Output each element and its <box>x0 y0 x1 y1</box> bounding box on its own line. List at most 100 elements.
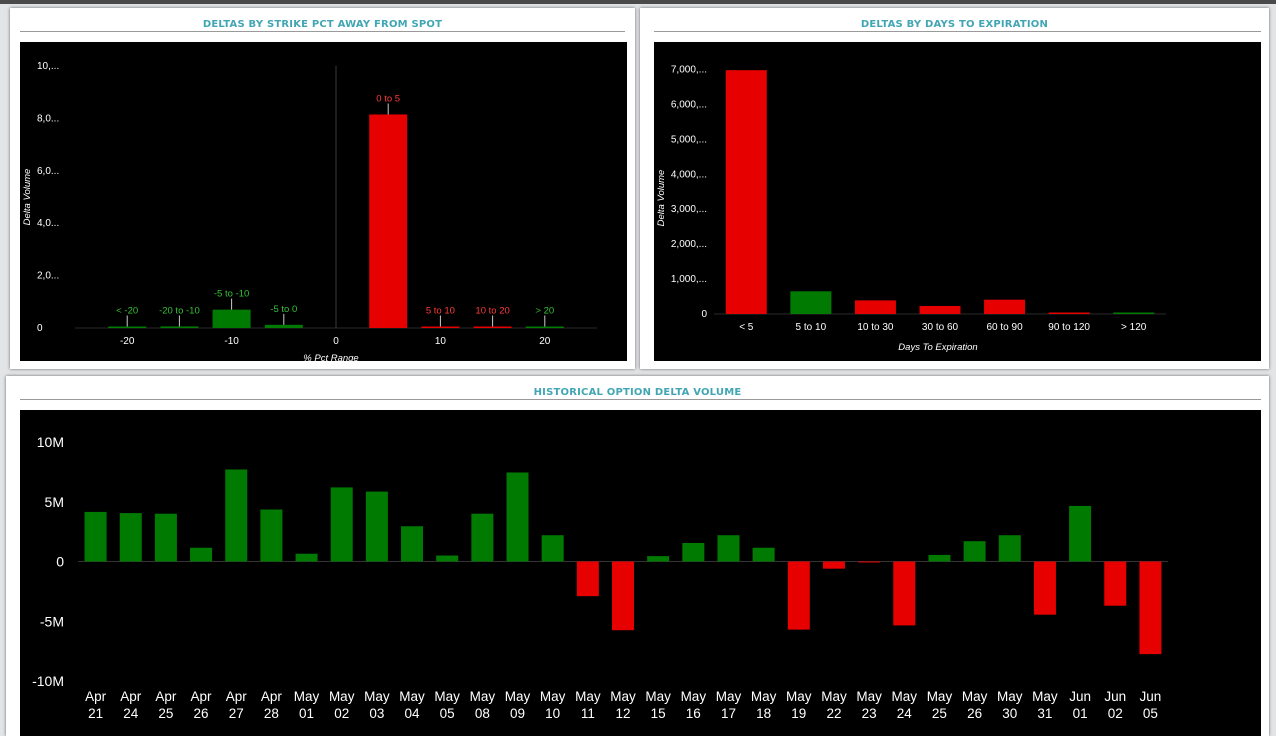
x-tick-month: May <box>575 689 601 704</box>
x-tick-month: May <box>997 689 1023 704</box>
x-tick-month: May <box>294 689 320 704</box>
bar <box>1104 561 1127 606</box>
bar <box>790 291 832 314</box>
x-tick-label: < 5 <box>739 322 754 333</box>
x-tick-month: May <box>927 689 953 704</box>
y-tick-label: -10M <box>32 673 64 689</box>
x-tick-day: 10 <box>545 706 560 721</box>
x-tick-label: 20 <box>539 336 551 347</box>
x-tick-month: May <box>610 689 636 704</box>
bar <box>984 299 1026 314</box>
bar-label: 10 to 20 <box>475 306 509 317</box>
x-tick-day: 26 <box>967 706 982 721</box>
bar <box>330 487 353 562</box>
bar <box>471 513 494 562</box>
bar <box>919 305 961 314</box>
bar <box>682 542 705 562</box>
x-tick-day: 12 <box>615 706 630 721</box>
x-tick-label: 10 <box>435 336 447 347</box>
x-tick-day: 24 <box>123 706 139 721</box>
x-tick-day: 15 <box>651 706 666 721</box>
x-tick-day: 02 <box>334 706 349 721</box>
historical-panel: HISTORICAL OPTION DELTA VOLUME -10M -5M 0 5… <box>6 376 1269 736</box>
bar <box>576 561 599 597</box>
x-tick-month: Apr <box>226 689 248 704</box>
x-tick-label: 5 to 10 <box>796 322 827 333</box>
x-tick-day: 04 <box>405 706 421 721</box>
x-tick-day: 05 <box>1143 706 1158 721</box>
bar <box>421 326 460 328</box>
bar <box>752 547 775 562</box>
x-tick-day: 22 <box>826 706 841 721</box>
x-tick-label: 60 to 90 <box>986 322 1023 333</box>
bar <box>160 326 199 328</box>
y-tick-label: 4,0... <box>37 218 59 229</box>
bar <box>506 472 529 562</box>
y-tick-label: 6,0... <box>37 166 59 177</box>
bar <box>84 511 107 562</box>
bar <box>717 535 740 562</box>
x-axis-label: Days To Expiration <box>898 342 977 353</box>
days-expiration-plot: 0 1,000,... 2,000,... 3,000,... 4,000,... 5,0… <box>654 42 1261 361</box>
strike-pct-plot: 0 2,0... 4,0... 6,0... 8,0... 10,... -20 -10 0 10… <box>20 42 627 361</box>
y-tick-label: 0 <box>701 309 707 320</box>
bar <box>108 326 147 328</box>
bar <box>365 491 388 562</box>
x-tick-label: 90 to 120 <box>1048 322 1090 333</box>
bar <box>1113 312 1155 314</box>
x-tick-day: 16 <box>686 706 701 721</box>
bar <box>295 553 318 562</box>
x-tick-day: 26 <box>194 706 209 721</box>
historical-title: HISTORICAL OPTION DELTA VOLUME <box>533 387 742 398</box>
days-expiration-panel: DELTAS BY DAYS TO EXPIRATION 0 1,000,... 2… <box>640 8 1269 369</box>
x-tick-month: May <box>364 689 390 704</box>
bar <box>525 326 564 328</box>
x-axis-label: % Pct Range <box>303 353 358 361</box>
bar <box>822 561 845 569</box>
historical-divider <box>20 399 1261 400</box>
bar <box>725 70 767 314</box>
y-tick-label: 8,0... <box>37 113 59 124</box>
days-expiration-chart: 0 1,000,... 2,000,... 3,000,... 4,000,... 5,0… <box>656 64 1166 353</box>
x-tick-label: 0 <box>333 336 339 347</box>
x-tick-month: May <box>540 689 566 704</box>
bar <box>154 513 177 562</box>
x-tick-month: Jun <box>1104 689 1126 704</box>
bar <box>264 324 303 328</box>
y-tick-label: 4,000,... <box>671 169 707 180</box>
x-tick-day: 08 <box>475 706 490 721</box>
x-tick-day: 25 <box>932 706 947 721</box>
x-tick-month: May <box>505 689 531 704</box>
bar <box>1048 312 1090 314</box>
bar <box>225 469 248 562</box>
x-tick-day: 31 <box>1037 706 1052 721</box>
x-tick-month: May <box>329 689 355 704</box>
bar-label: < -20 <box>116 306 138 317</box>
x-tick-label: 30 to 60 <box>922 322 959 333</box>
strike-pct-panel: DELTAS BY STRIKE PCT AWAY FROM SPOT 0 2,0… <box>10 8 635 369</box>
bar <box>928 554 951 562</box>
top-strip <box>0 0 1276 4</box>
x-tick-day: 09 <box>510 706 525 721</box>
bar <box>212 309 251 328</box>
bar-label: 5 to 10 <box>426 306 455 317</box>
y-tick-label: 2,0... <box>37 271 59 282</box>
y-tick-label: 10M <box>37 434 64 450</box>
x-tick-month: May <box>1032 689 1058 704</box>
bar <box>998 535 1021 562</box>
strike-pct-chart: 0 2,0... 4,0... 6,0... 8,0... 10,... -20 -10 0 10… <box>22 61 597 361</box>
historical-chart: -10M -5M 0 5M 10M Apr 21 Apr 24 Apr 25 Apr 26 Apr 27 Ap… <box>32 434 1168 721</box>
x-tick-month: May <box>892 689 918 704</box>
x-tick-month: Apr <box>85 689 107 704</box>
y-tick-label: 1,000,... <box>671 274 707 285</box>
x-tick-day: 21 <box>88 706 103 721</box>
x-tick-day: 18 <box>756 706 771 721</box>
x-tick-day: 30 <box>1002 706 1017 721</box>
x-tick-day: 25 <box>158 706 173 721</box>
x-tick-month: Jun <box>1069 689 1091 704</box>
y-tick-label: 6,000,... <box>671 99 707 110</box>
x-tick-label: > 120 <box>1121 322 1147 333</box>
bar <box>787 561 810 630</box>
x-tick-month: May <box>470 689 496 704</box>
x-tick-month: Apr <box>261 689 283 704</box>
